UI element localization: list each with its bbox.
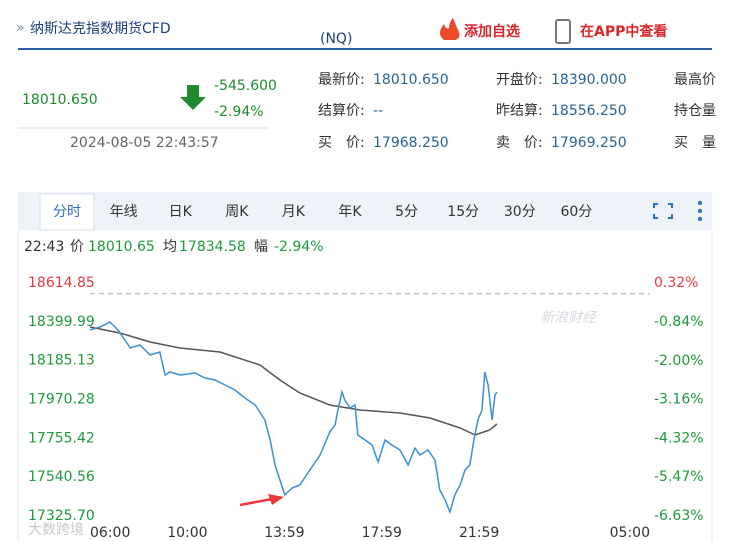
- info-price: 18010.65: [88, 239, 155, 255]
- price-line: [89, 321, 498, 515]
- field-label: 最高价: [674, 71, 716, 88]
- x-tick-label: 10:00: [167, 525, 207, 541]
- watermark: 大数跨境: [28, 522, 84, 538]
- tab[interactable]: 分时: [53, 204, 81, 220]
- down-arrow: [180, 85, 206, 110]
- field-label: 持仓量: [674, 103, 716, 119]
- field-label: 买 价:: [318, 135, 365, 151]
- info-price-label: 价: [70, 239, 84, 255]
- x-tick-label: 17:59: [362, 525, 402, 541]
- field-label: 最新价:: [318, 72, 365, 88]
- y-tick-label: 17540.56: [28, 469, 95, 485]
- info-time: 22:43: [24, 239, 64, 255]
- x-tick-label: 05:00: [610, 525, 650, 541]
- tab[interactable]: 年K: [338, 204, 362, 220]
- tab[interactable]: 60分: [560, 204, 592, 220]
- field-value: --: [373, 103, 383, 119]
- y2-tick-label: -6.63%: [654, 508, 704, 524]
- phone-icon: [555, 19, 571, 44]
- y-tick-label: 18399.99: [28, 314, 95, 330]
- menu-icon[interactable]: [698, 201, 702, 221]
- tab[interactable]: 周K: [225, 204, 249, 220]
- change: -545.600: [214, 78, 277, 94]
- y-tick-label: 17755.42: [28, 430, 95, 446]
- annotation-arrow: [239, 497, 273, 507]
- field-label: 结算价:: [318, 103, 365, 119]
- tab[interactable]: 5分: [395, 204, 418, 220]
- flame-icon: [440, 18, 460, 40]
- tab-selected-bg: [39, 193, 95, 231]
- y2-tick-label: -0.84%: [654, 314, 704, 330]
- x-tick-label: 21:59: [459, 525, 499, 541]
- info-avg-label: 均: [163, 239, 177, 255]
- price: 18010.650: [22, 92, 98, 108]
- y-tick-label: 17970.28: [28, 391, 95, 407]
- info-chg-label: 幅: [254, 239, 268, 255]
- y-tick-label: 17325.70: [28, 508, 95, 524]
- fullscreen-icon[interactable]: [653, 203, 673, 219]
- field-value: 17969.250: [551, 135, 627, 151]
- tab-bar: [18, 192, 712, 230]
- field-value: 17968.250: [373, 135, 449, 151]
- annotation-arrowhead: [268, 494, 284, 505]
- tab[interactable]: 30分: [504, 204, 536, 220]
- x-tick-label: 13:59: [264, 525, 304, 541]
- tab[interactable]: 月K: [282, 204, 306, 220]
- field-label: 卖 价:: [496, 135, 543, 151]
- y2-tick-label: -2.00%: [654, 353, 704, 369]
- field-label: 开盘价:: [496, 71, 543, 88]
- y-tick-label: 18614.85: [28, 275, 95, 291]
- open-app[interactable]: 在APP中查看: [580, 23, 667, 40]
- y2-tick-label: 0.32%: [654, 275, 698, 291]
- title-icon: »: [16, 20, 25, 36]
- field-label: 买 量: [674, 135, 716, 151]
- info-avg: 17834.58: [179, 239, 246, 255]
- title: 纳斯达克指数期货CFD: [30, 20, 171, 37]
- price-line: [89, 326, 498, 436]
- field-value: 18010.650: [373, 72, 449, 88]
- y2-tick-label: -3.16%: [654, 392, 704, 408]
- tab[interactable]: 年线: [110, 204, 138, 220]
- field-value: 18390.000: [551, 72, 627, 88]
- x-tick-label: 06:00: [90, 525, 130, 541]
- info-chg: -2.94%: [274, 239, 324, 255]
- watermark: 新浪财经: [540, 310, 598, 326]
- add-watchlist[interactable]: 添加自选: [464, 23, 520, 40]
- field-label: 昨结算:: [496, 103, 543, 119]
- code: (NQ): [320, 31, 352, 47]
- tab[interactable]: 15分: [447, 204, 479, 220]
- field-value: 18556.250: [551, 103, 627, 119]
- y2-tick-label: -4.32%: [654, 431, 704, 447]
- change-pct: -2.94%: [214, 104, 264, 120]
- y2-tick-label: -5.47%: [654, 469, 704, 485]
- tab[interactable]: 日K: [169, 204, 193, 220]
- quote-time: 2024-08-05 22:43:57: [70, 135, 219, 151]
- y-tick-label: 18185.13: [28, 353, 95, 369]
